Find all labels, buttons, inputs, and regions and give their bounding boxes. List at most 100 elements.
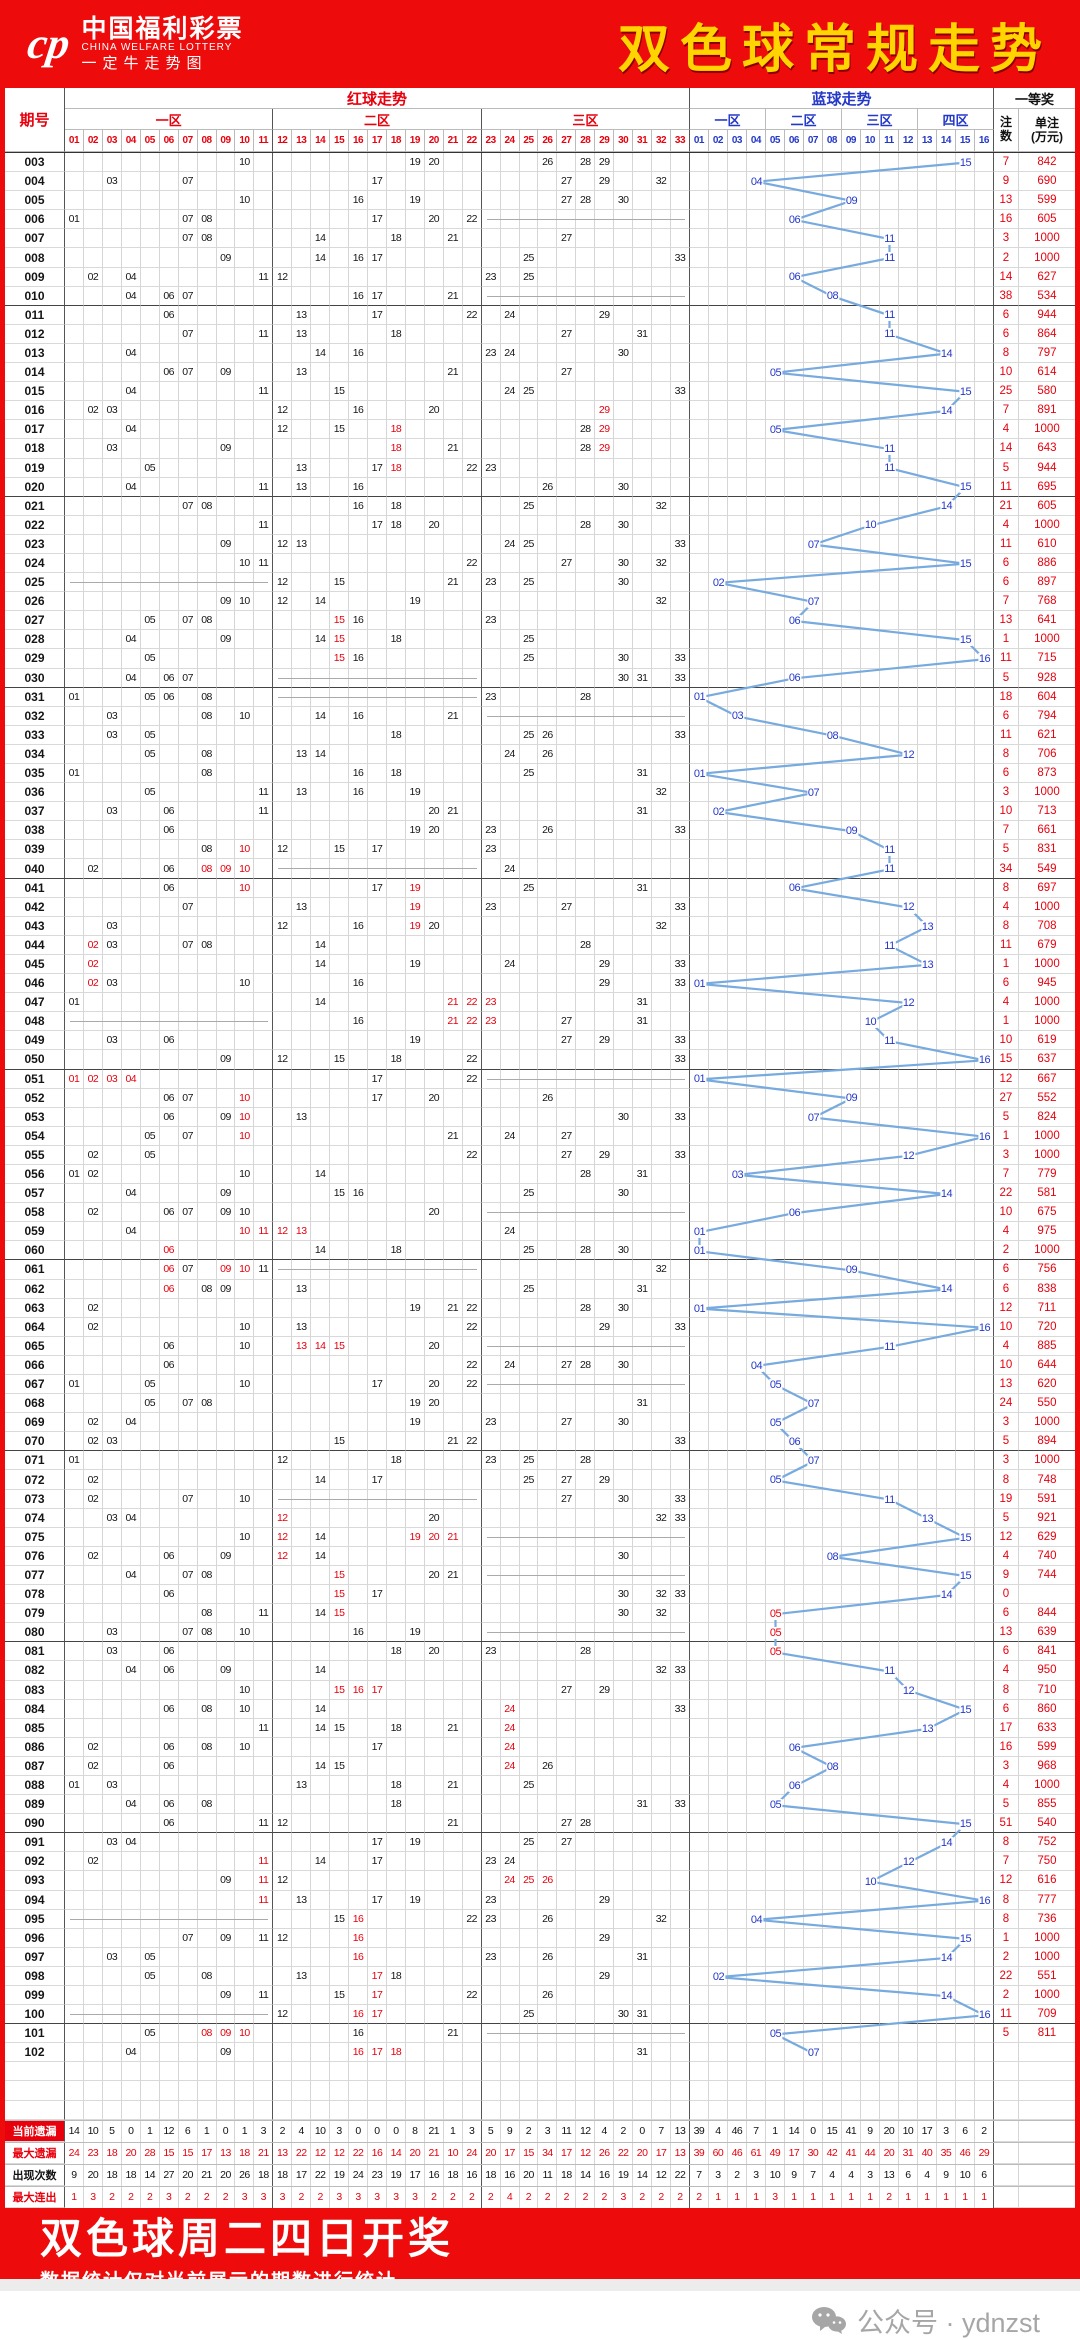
blue-ball-cell: [917, 878, 937, 898]
blue-ball-column-header: 03: [727, 130, 747, 152]
red-ball-cell: [576, 382, 596, 402]
period-cell: 065: [5, 1336, 65, 1356]
red-ball-cell: [102, 744, 122, 764]
red-ball-cell: [443, 878, 463, 898]
blue-ball-cell: [955, 821, 975, 841]
blue-ball-cell: [803, 840, 823, 860]
red-ball-cell: [443, 840, 463, 860]
red-ball-cell: [102, 1527, 122, 1547]
red-ball-cell: [557, 1508, 577, 1528]
red-ball-cell: [235, 821, 255, 841]
blue-ball-cell: [955, 954, 975, 975]
red-ball-cell: [273, 439, 293, 459]
blue-ball-cell: [974, 1413, 994, 1433]
red-ball-cell: [633, 897, 653, 917]
blue-ball-cell: [936, 725, 956, 745]
red-ball-cell: [254, 687, 274, 707]
red-ball-cell: [481, 1795, 501, 1815]
red-ball-cell: [273, 1680, 293, 1700]
blue-ball-label: 09: [844, 1092, 859, 1105]
red-ball-cell: 09: [216, 1260, 236, 1280]
blue-ball-cell: [974, 1145, 994, 1165]
blue-ball-cell: [974, 1394, 994, 1414]
red-ball-cell: [481, 1756, 501, 1776]
red-ball-cell: [65, 1661, 84, 1681]
red-ball-cell: [443, 630, 463, 650]
blue-ball-label: 01: [692, 1302, 707, 1315]
trend-row: 090 06 11 12 21 27 28 51 540: [5, 1814, 1075, 1834]
red-ball-cell: [443, 1699, 463, 1719]
red-ball-cell: [330, 172, 350, 192]
red-ball-cell: [311, 840, 331, 860]
red-ball-cell: [254, 630, 274, 650]
blue-ball-label: 12: [901, 1149, 916, 1162]
blue-ball-cell: [746, 248, 766, 268]
red-ball-cell: [671, 1394, 690, 1414]
red-ball-cell: [311, 725, 331, 745]
red-ball-cell: [349, 1088, 368, 1108]
period-cell: 038: [5, 821, 65, 841]
blue-ball-cell: [898, 1069, 918, 1089]
red-ball-cell: 05: [140, 744, 160, 764]
red-ball-cell: 02: [83, 954, 103, 975]
red-ball-cell: [216, 1241, 236, 1261]
blue-ball-cell: [727, 1737, 747, 1757]
trend-row: 068 05 07 08 19 20 31 24 550: [5, 1394, 1075, 1414]
red-ball-cell: [557, 534, 577, 554]
red-ball-cell: [349, 1546, 368, 1566]
prize-amount-cell: 713: [1018, 802, 1075, 822]
blue-ball-cell: [974, 1203, 994, 1223]
red-ball-cell: [368, 897, 387, 917]
red-ball-cell: [368, 764, 387, 784]
red-ball-cell: [500, 1012, 520, 1032]
blue-ball-cell: [917, 1107, 937, 1127]
red-ball-cell: [254, 1355, 274, 1375]
red-ball-cell: [500, 897, 520, 917]
blue-ball-cell: [917, 477, 937, 497]
red-ball-cell: [102, 1050, 122, 1070]
blue-ball-cell: [822, 1355, 842, 1375]
bets-count-cell: 4: [993, 420, 1019, 440]
red-ball-cell: [671, 706, 690, 726]
red-ball-cell: 04: [121, 1833, 141, 1853]
blue-ball-cell: [708, 1298, 728, 1318]
red-ball-cell: [481, 1546, 501, 1566]
red-ball-cell: [443, 1795, 463, 1815]
blue-ball-cell: [822, 496, 842, 516]
red-ball-cell: 27: [557, 1680, 577, 1700]
red-ball-cell: [330, 1661, 350, 1681]
blue-ball-cell: [860, 1203, 880, 1223]
red-ball-cell: [652, 1546, 671, 1566]
red-ball-cell: [273, 1298, 293, 1318]
red-ball-cell: [462, 1184, 482, 1204]
red-ball-cell: [405, 1546, 425, 1566]
red-ball-cell: [140, 363, 160, 383]
red-ball-cell: [633, 1737, 653, 1757]
red-ball-cell: [292, 954, 312, 975]
blue-ball-cell: [746, 210, 766, 230]
red-ball-cell: [595, 553, 615, 574]
red-ball-cell: [235, 439, 255, 459]
red-ball-cell: [424, 592, 444, 612]
red-ball-cell: [538, 382, 558, 402]
blue-ball-cell: [765, 859, 785, 879]
blue-ball-cell: [936, 1069, 956, 1089]
blue-ball-cell: [936, 611, 956, 631]
blue-ball-cell: [917, 744, 937, 764]
red-ball-cell: [65, 668, 84, 688]
blue-ball-cell: [784, 649, 804, 669]
blue-ball-cell: [955, 764, 975, 784]
blue-ball-cell: [803, 1164, 823, 1185]
red-ball-cell: [386, 286, 406, 306]
blue-ball-cell: [898, 286, 918, 306]
red-ball-cell: [633, 1088, 653, 1108]
red-ball-cell: 18: [386, 324, 406, 344]
red-ball-cell: [671, 1565, 690, 1586]
trend-row: 087 02 06 14 15 24 26 3 968: [5, 1756, 1075, 1776]
red-ball-cell: [197, 439, 217, 459]
red-ball-cell: [273, 1184, 293, 1204]
blue-ball-cell: [917, 229, 937, 249]
red-ball-cell: 03: [102, 172, 122, 192]
red-ball-cell: [216, 1737, 236, 1757]
red-ball-cell: [424, 954, 444, 975]
